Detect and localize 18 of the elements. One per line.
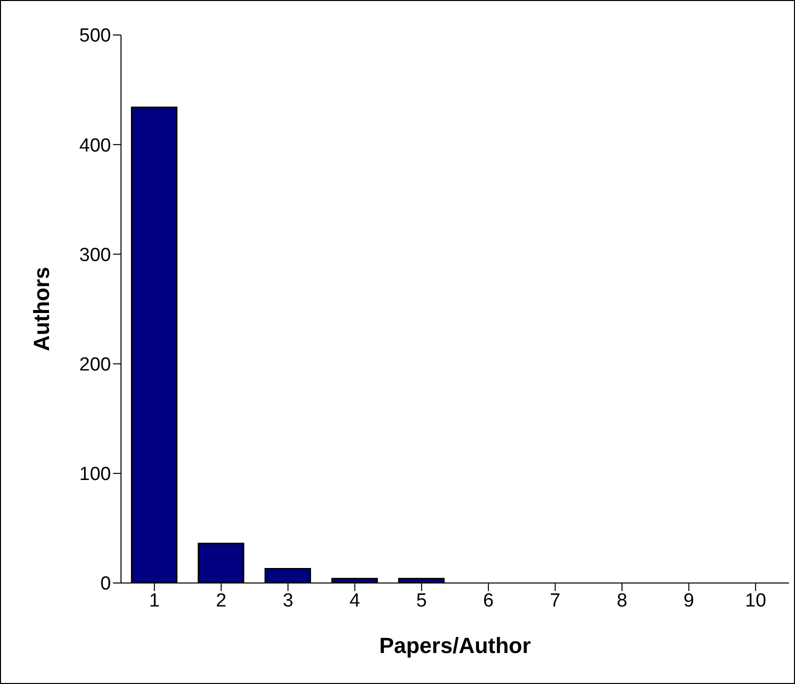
y-tick-label: 200 <box>79 354 111 376</box>
y-axis-title: Authors <box>28 266 54 352</box>
x-tick-label: 3 <box>282 590 294 612</box>
x-tick-label: 7 <box>550 590 560 612</box>
x-tick-label: 9 <box>684 590 694 612</box>
x-tick-label: 1 <box>149 590 160 612</box>
y-tick-label: 100 <box>79 464 111 486</box>
x-axis-title: Papers/Author <box>379 633 532 658</box>
x-tick-label: 2 <box>216 590 226 612</box>
y-tick-label: 0 <box>100 574 111 595</box>
y-tick-label: 500 <box>79 26 111 47</box>
x-tick-label: 10 <box>745 590 766 612</box>
x-tick-label: 8 <box>616 590 628 612</box>
y-tick-label: 400 <box>79 135 111 156</box>
x-tick-label: 4 <box>350 590 361 612</box>
x-tick-label: 5 <box>416 590 427 612</box>
y-tick-label: 300 <box>79 244 111 266</box>
x-tick-label: 6 <box>483 590 494 612</box>
